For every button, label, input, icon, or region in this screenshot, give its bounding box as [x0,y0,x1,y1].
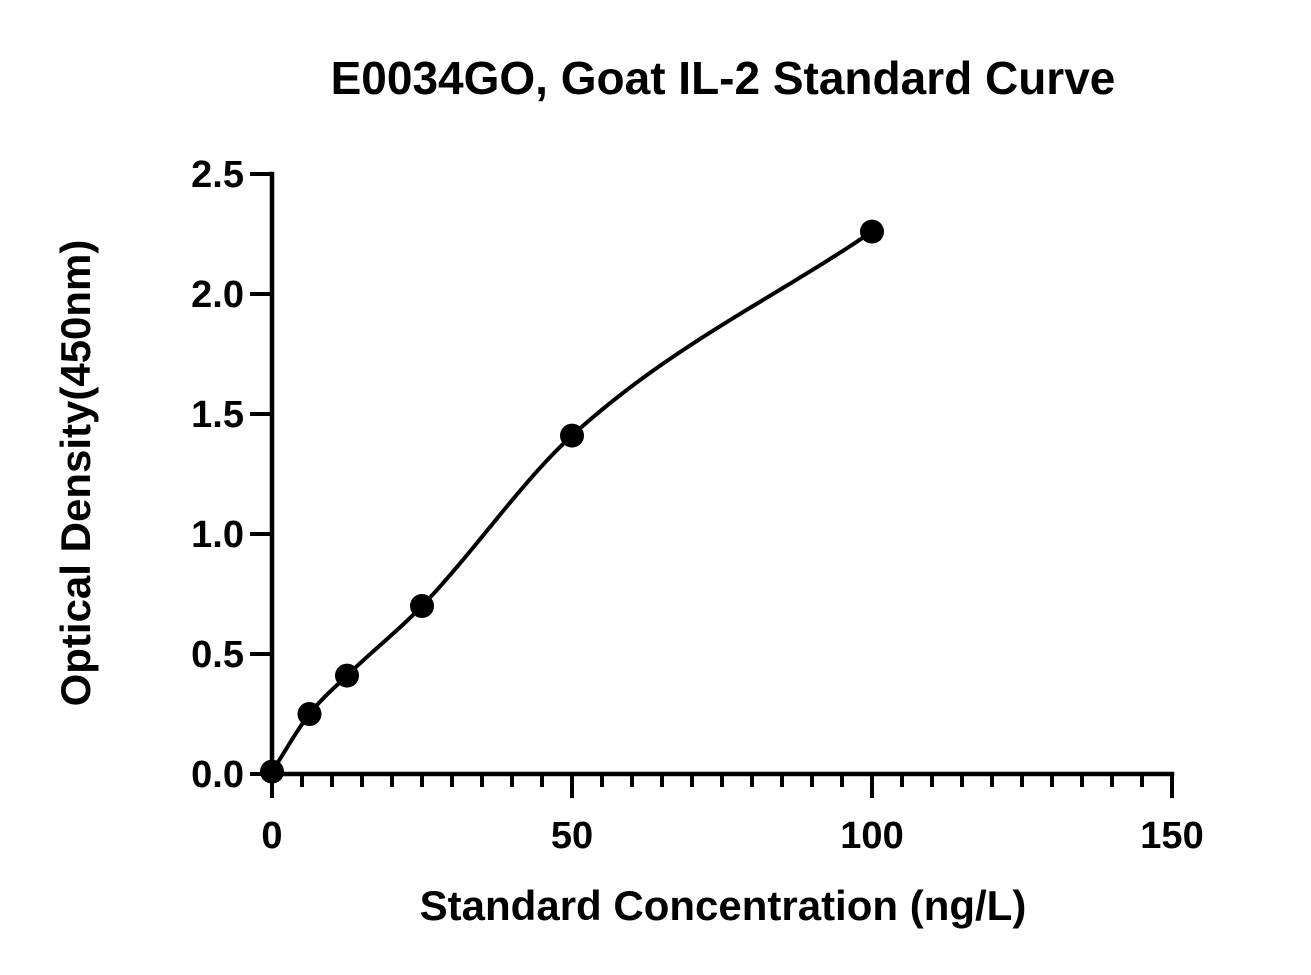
x-tick-label: 100 [840,815,903,857]
y-tick-label: 1.5 [191,394,244,436]
data-points [260,219,884,784]
data-point [260,759,284,784]
y-tick-label: 0.0 [191,754,244,796]
data-point [560,423,584,448]
y-tick-label: 2.5 [191,154,244,196]
y-axis-label: Optical Density(450nm) [52,240,99,707]
x-tick-label: 50 [551,815,593,857]
fit-curve [270,229,874,773]
data-point [860,219,884,244]
x-ticks: 0 50 100 150 [261,774,1204,857]
x-axis-label: Standard Concentration (ng/L) [420,882,1027,929]
y-tick-label: 0.5 [191,634,244,676]
y-ticks: 0.0 0.5 1.0 1.5 2.0 2.5 [191,154,272,796]
y-tick-label: 2.0 [191,274,244,316]
axes [269,171,1175,777]
chart-title: E0034GO, Goat IL-2 Standard Curve [331,52,1116,104]
data-point [410,594,434,618]
x-tick-label: 150 [1140,815,1203,857]
x-tick-label: 0 [261,815,282,857]
y-tick-label: 1.0 [191,514,244,556]
data-point [297,702,322,726]
data-point [335,663,359,688]
